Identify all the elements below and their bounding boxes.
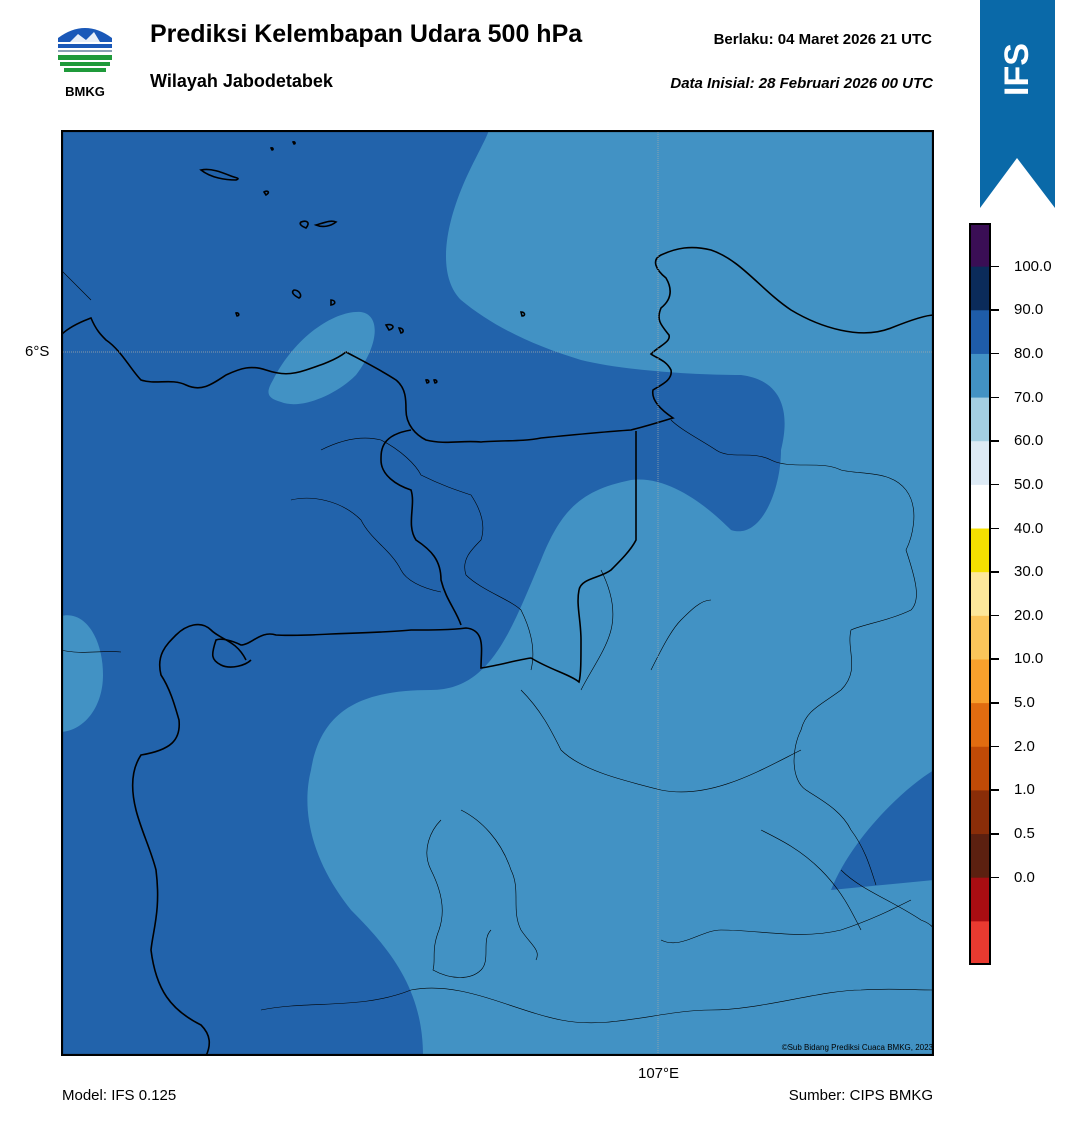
valid-time: Berlaku: 04 Maret 2026 21 UTC — [713, 31, 932, 48]
colorbar-segment — [969, 484, 991, 530]
colorbar-segment — [969, 921, 991, 966]
colorbar-tick — [991, 702, 999, 704]
humidity-map — [60, 129, 935, 1057]
colorbar-tick-label: 80.0 — [1014, 344, 1044, 362]
colorbar-tick-label: 0.0 — [1014, 868, 1035, 886]
humidity-band-70-80-north — [268, 311, 375, 405]
colorbar-segment — [969, 223, 991, 268]
colorbar-tick-label: 70.0 — [1014, 388, 1044, 406]
colorbar-tick — [991, 745, 999, 748]
colorbar-tick-label: 0.5 — [1014, 825, 1035, 843]
colorbar-segment — [969, 615, 991, 660]
colorbar-tick — [991, 658, 999, 660]
colorbar-tick — [991, 396, 999, 399]
humidity-band-70-80-west — [61, 615, 103, 732]
colorbar-segment — [969, 397, 991, 442]
colorbar-segment — [969, 834, 991, 879]
colorbar-tick — [991, 571, 999, 573]
region-subtitle: Wilayah Jabodetabek — [150, 71, 333, 91]
colorbar — [969, 223, 991, 966]
colorbar-segment — [969, 790, 991, 835]
bmkg-logo-icon — [50, 20, 120, 100]
colorbar-tick — [991, 309, 999, 311]
colorbar-tick — [991, 789, 999, 791]
colorbar-border — [969, 223, 991, 965]
colorbar-segment — [969, 572, 991, 617]
colorbar-tick-label: 50.0 — [1014, 475, 1044, 493]
colorbar-tick-label: 1.0 — [1014, 781, 1035, 799]
colorbar-segment — [969, 703, 991, 748]
admin-boundaries — [60, 269, 935, 1024]
init-time: Data Inisial: 28 Februari 2026 00 UTC — [670, 75, 933, 92]
colorbar-tick-label: 2.0 — [1014, 737, 1035, 755]
colorbar-segment — [969, 528, 991, 573]
ribbon-label: IFS — [980, 24, 1055, 114]
colorbar-tick-label: 10.0 — [1014, 650, 1044, 668]
page-title: Prediksi Kelembapan Udara 500 hPa — [150, 20, 583, 48]
logo-text: BMKG — [65, 84, 105, 99]
colorbar-segment — [969, 877, 991, 922]
colorbar-tick — [991, 483, 999, 486]
colorbar-segment — [969, 441, 991, 486]
model-label: Model: IFS 0.125 — [62, 1087, 177, 1104]
map-credit: ©Sub Bidang Prediksi Cuaca BMKG, 2023 — [781, 1043, 933, 1052]
colorbar-segment — [969, 266, 991, 311]
colorbar-tick-label: 30.0 — [1014, 563, 1044, 581]
lon-label: 107°E — [638, 1065, 680, 1082]
colorbar-tick — [991, 833, 999, 835]
colorbar-segment — [969, 746, 991, 791]
colorbar-tick — [991, 614, 999, 617]
humidity-band-70-80 — [307, 130, 934, 1056]
ribbon-text: IFS — [998, 43, 1036, 96]
map-border — [60, 129, 935, 1057]
colorbar-tick-label: 40.0 — [1014, 519, 1044, 537]
coastline — [60, 141, 935, 1057]
colorbar-tick-label: 5.0 — [1014, 694, 1035, 712]
colorbar-tick — [991, 527, 999, 530]
colorbar-tick-label: 90.0 — [1014, 301, 1044, 319]
source-label: Sumber: CIPS BMKG — [788, 1087, 933, 1104]
colorbar-tick — [991, 265, 999, 268]
lat-label: 6°S — [25, 343, 50, 360]
colorbar-tick — [991, 876, 999, 879]
colorbar-tick — [991, 440, 999, 442]
colorbar-segment — [969, 310, 991, 355]
colorbar-tick-label: 20.0 — [1014, 606, 1044, 624]
colorbar-tick-label: 60.0 — [1014, 432, 1044, 450]
colorbar-segment — [969, 659, 991, 704]
colorbar-tick-label: 100.0 — [1014, 257, 1052, 275]
colorbar-tick — [991, 352, 999, 355]
colorbar-segment — [969, 353, 991, 399]
model-ribbon — [980, 0, 1055, 210]
